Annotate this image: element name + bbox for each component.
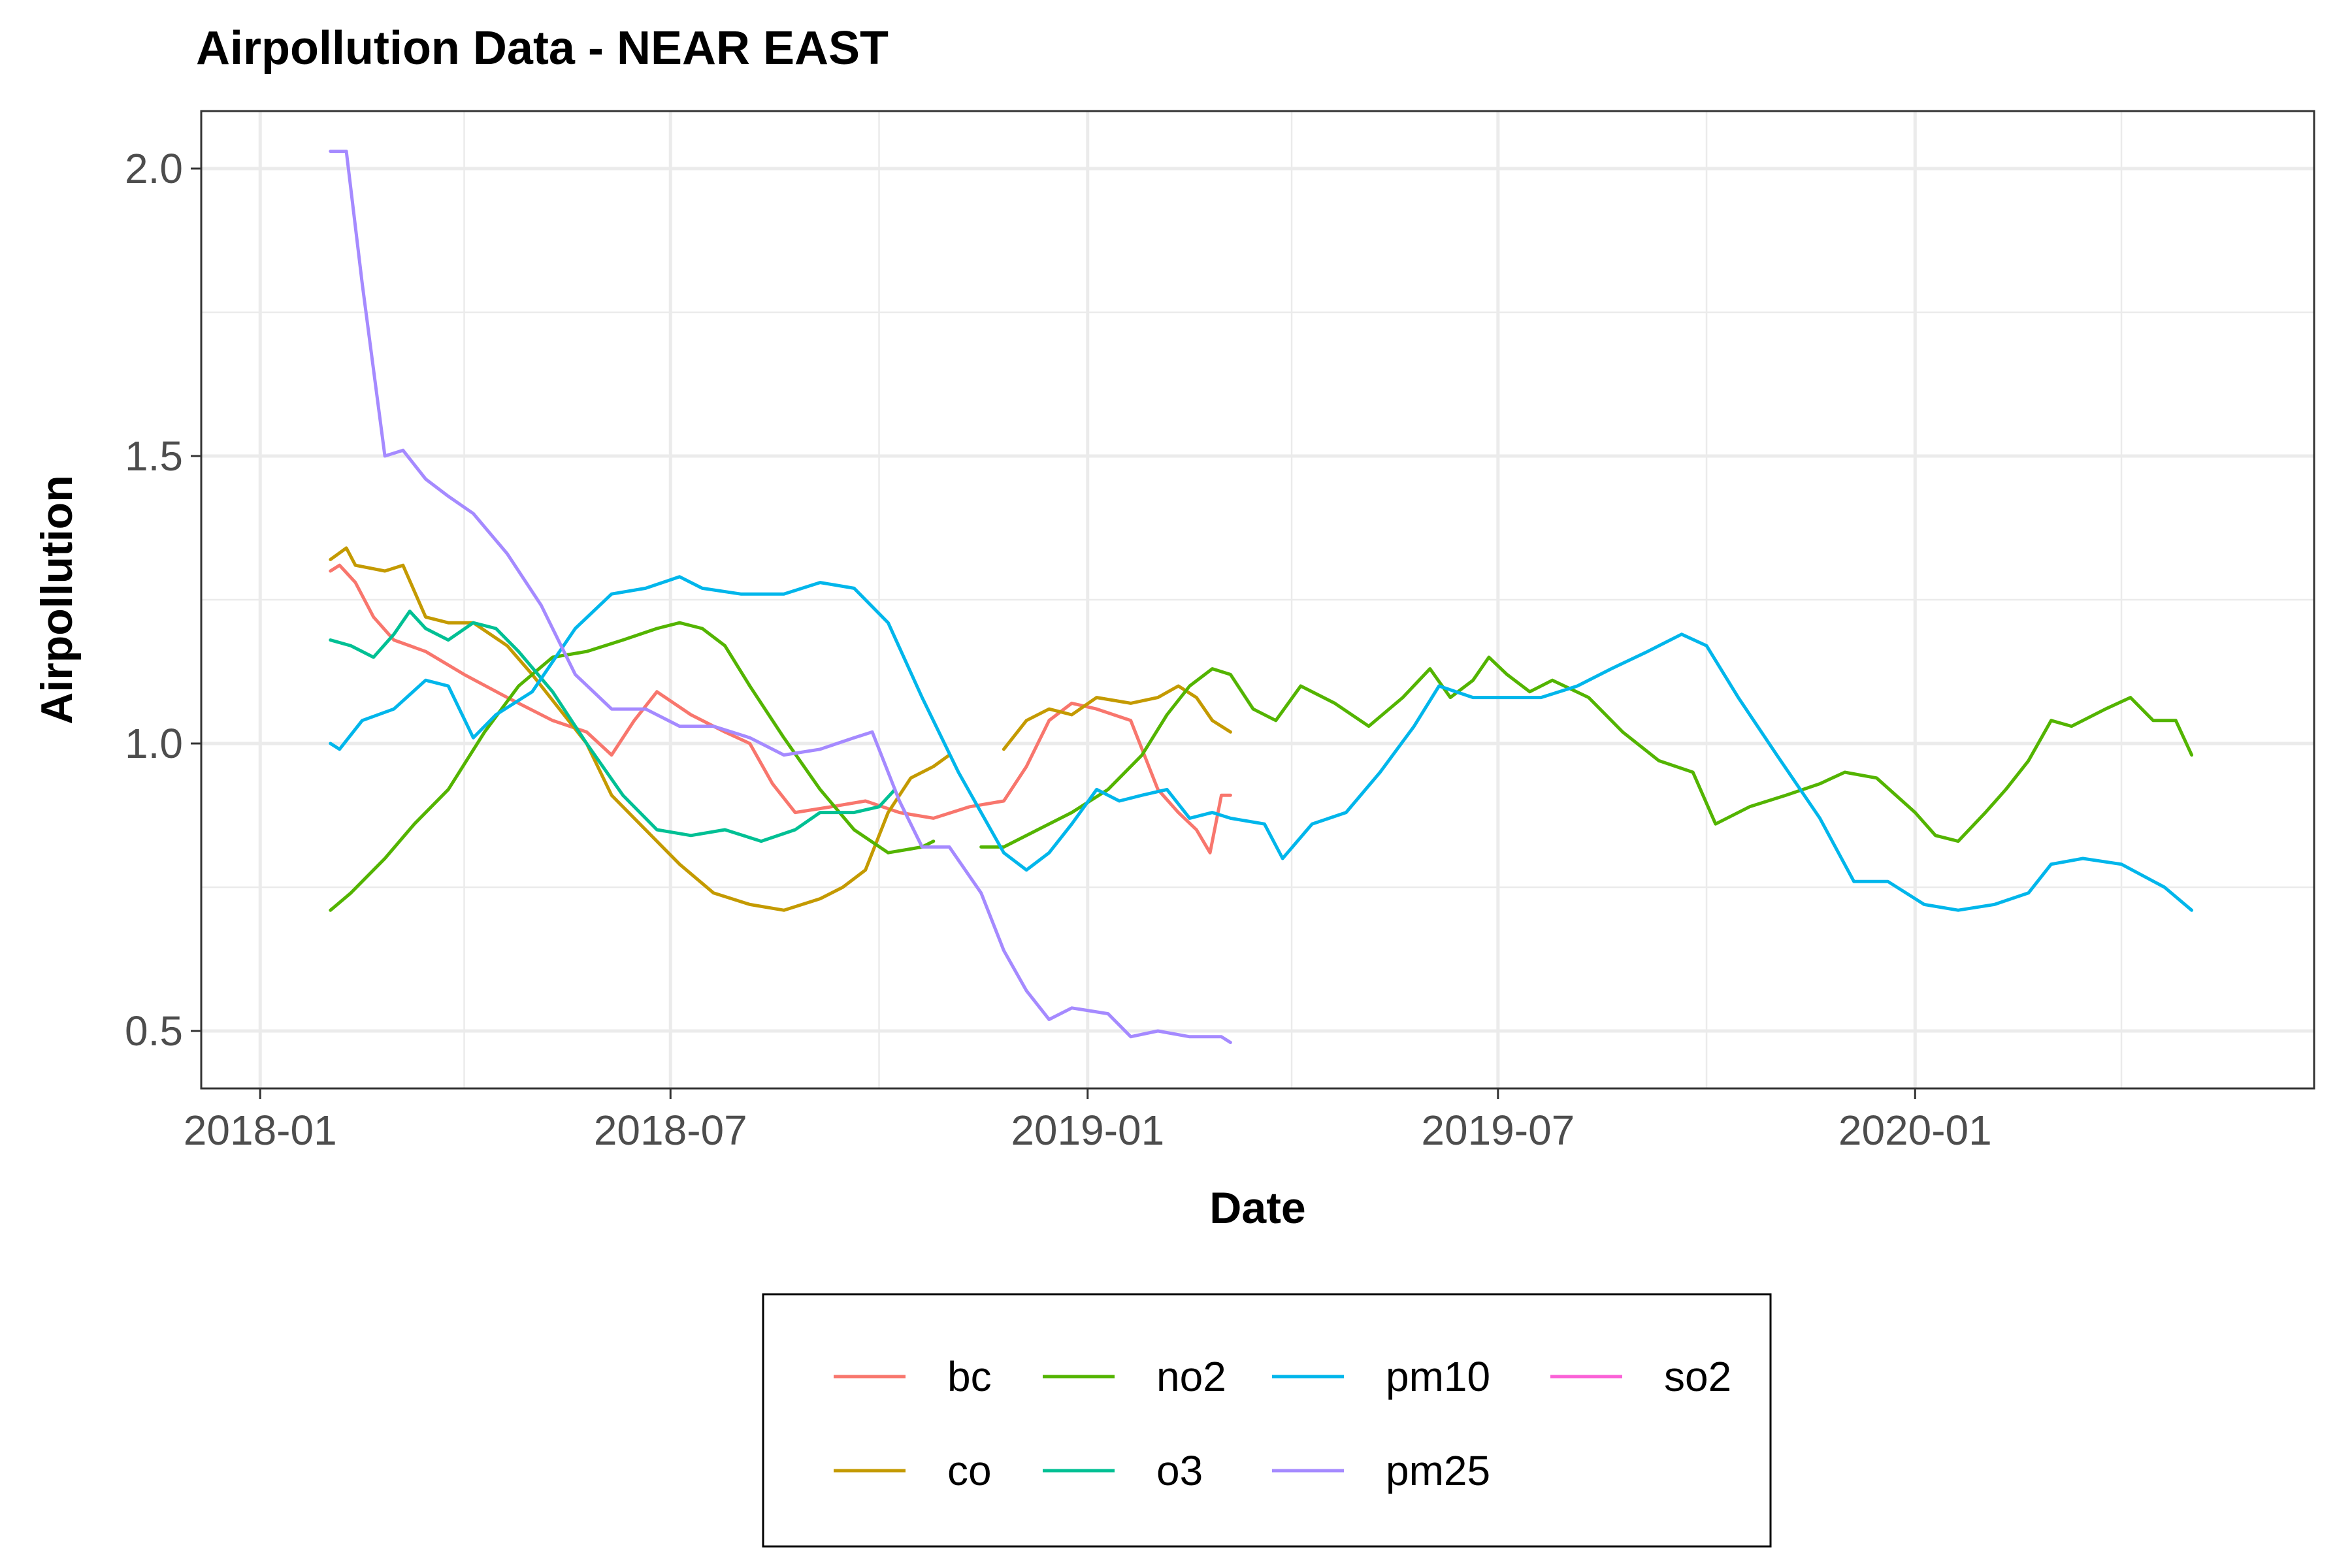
plot-panel-border bbox=[200, 110, 2315, 1090]
legend: bc no2 pm10 so2 co o3 pm25 bbox=[834, 1353, 1731, 1494]
y-axis-title: Airpollution bbox=[32, 475, 82, 724]
x-tick-label: 2020-01 bbox=[1838, 1107, 1992, 1154]
series-line-co bbox=[329, 546, 1232, 912]
y-tick-label: 2.0 bbox=[125, 145, 183, 192]
legend-item-so2: so2 bbox=[1550, 1353, 1731, 1400]
grid-minor bbox=[201, 111, 2314, 1088]
legend-label-pm25: pm25 bbox=[1386, 1447, 1490, 1494]
y-tick-label: 1.5 bbox=[125, 433, 183, 480]
x-tick-label: 2018-01 bbox=[184, 1107, 337, 1154]
series-lines bbox=[329, 150, 2194, 1045]
y-tick-label: 1.0 bbox=[125, 720, 183, 767]
x-tick-label: 2018-07 bbox=[594, 1107, 747, 1154]
legend-label-pm10: pm10 bbox=[1386, 1353, 1490, 1400]
legend-item-o3: o3 bbox=[1043, 1447, 1203, 1494]
legend-item-co: co bbox=[834, 1447, 992, 1494]
y-axis: 0.5 1.0 1.5 2.0 bbox=[125, 145, 201, 1054]
legend-label-no2: no2 bbox=[1156, 1353, 1226, 1400]
x-axis: 2018-01 2018-07 2019-01 2019-07 2020-01 bbox=[184, 1088, 1992, 1154]
grid-major bbox=[201, 111, 2314, 1088]
series-line-pm10 bbox=[329, 575, 2194, 912]
y-tick-label: 0.5 bbox=[125, 1007, 183, 1054]
legend-label-co: co bbox=[947, 1447, 992, 1494]
chart-title: Airpollution Data - NEAR EAST bbox=[196, 22, 889, 74]
legend-item-no2: no2 bbox=[1043, 1353, 1226, 1400]
series-line-no2 bbox=[329, 621, 2194, 912]
series-line-bc bbox=[329, 563, 1232, 855]
legend-label-o3: o3 bbox=[1156, 1447, 1203, 1494]
series-line-o3 bbox=[329, 610, 897, 843]
legend-item-bc: bc bbox=[834, 1353, 992, 1400]
legend-label-so2: so2 bbox=[1664, 1353, 1731, 1400]
x-axis-title: Date bbox=[1209, 1183, 1305, 1233]
x-tick-label: 2019-07 bbox=[1421, 1107, 1575, 1154]
legend-box bbox=[762, 1293, 1772, 1548]
legend-item-pm25: pm25 bbox=[1272, 1447, 1490, 1494]
x-tick-label: 2019-01 bbox=[1011, 1107, 1164, 1154]
series-line-pm25 bbox=[329, 150, 1232, 1045]
legend-item-pm10: pm10 bbox=[1272, 1353, 1490, 1400]
legend-label-bc: bc bbox=[947, 1353, 992, 1400]
